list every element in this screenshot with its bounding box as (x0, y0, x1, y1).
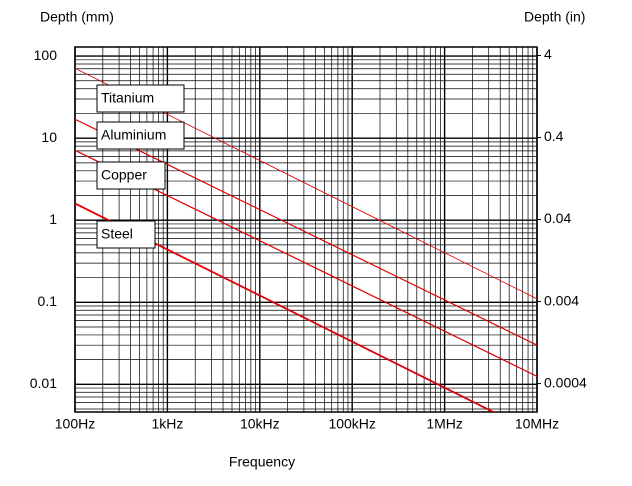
y2-tick-label: 4 (544, 46, 552, 62)
y-tick-label: 0.01 (30, 375, 57, 391)
series-label-box (96, 84, 185, 113)
y2-tick-label: 0.004 (544, 292, 579, 308)
y2-tick-label: 0.04 (544, 210, 571, 226)
y-tick-label: 10 (41, 129, 57, 145)
y-tick-label: 0.1 (38, 293, 58, 309)
y2-tick-label: 0.0004 (544, 374, 587, 390)
series-label: Steel (101, 226, 133, 242)
series-label-box (96, 121, 185, 150)
y2-axis-label: Depth (in) (524, 9, 585, 25)
series-label: Aluminium (101, 127, 166, 143)
series-line (75, 118, 537, 346)
y-tick-label: 100 (34, 47, 58, 63)
series-label: Copper (101, 167, 147, 183)
x-tick-label: 10kHz (240, 416, 280, 432)
x-tick-label: 1MHz (426, 416, 463, 432)
series-label: Titanium (101, 90, 154, 106)
y2-tick-label: 0.4 (544, 128, 564, 144)
y-tick-label: 1 (49, 211, 57, 227)
x-tick-label: 100kHz (328, 416, 375, 432)
y-axis-label: Depth (mm) (40, 9, 114, 25)
series-label-box (96, 220, 156, 249)
x-axis-label: Frequency (229, 454, 295, 470)
series-label-box (96, 161, 166, 190)
x-tick-label: 100Hz (55, 416, 95, 432)
x-tick-label: 10MHz (515, 416, 559, 432)
x-tick-label: 1kHz (151, 416, 183, 432)
plot-border (74, 46, 538, 413)
